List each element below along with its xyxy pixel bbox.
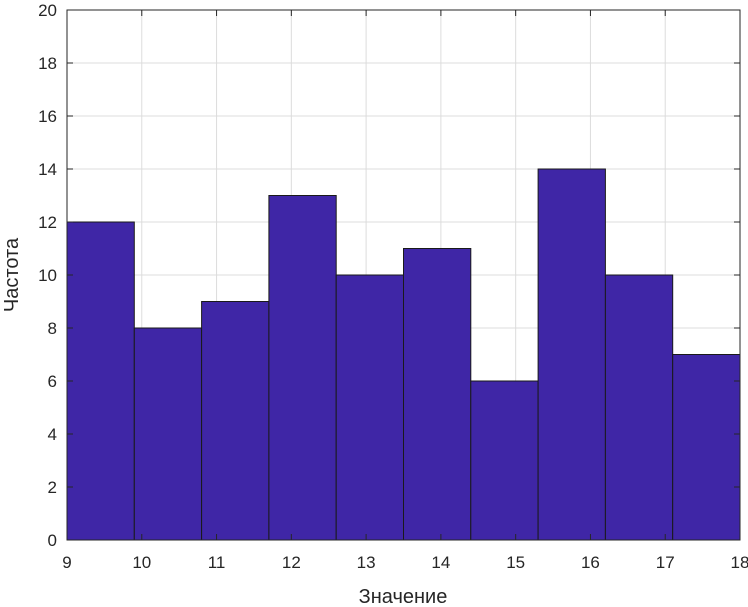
histogram-bar	[201, 301, 270, 541]
y-tick-label: 18	[38, 54, 57, 73]
y-tick-label: 14	[38, 160, 57, 179]
histogram-bar	[672, 354, 741, 541]
tick-labels: 9 10 11 12 13 14 15 16 17 18 0 2 4 6 8 10 12 14 16 18 20	[38, 1, 748, 572]
x-axis-title: Значение	[359, 586, 448, 607]
y-tick-label: 12	[38, 213, 57, 232]
y-tick-label: 4	[48, 425, 57, 444]
y-tick-label: 2	[48, 478, 57, 497]
histogram-bar	[537, 168, 606, 541]
y-tick-label: 6	[48, 372, 57, 391]
histogram-bar	[66, 221, 135, 541]
y-tick-label: 16	[38, 107, 57, 126]
x-tick-label: 12	[282, 553, 301, 572]
x-tick-label: 10	[132, 553, 151, 572]
histogram-bar	[470, 380, 539, 541]
histogram-bar	[133, 327, 203, 541]
x-tick-label: 13	[357, 553, 376, 572]
y-tick-label: 20	[38, 1, 57, 20]
histogram-bar	[604, 274, 674, 541]
x-tick-label: 16	[581, 553, 600, 572]
y-axis-title: Частота	[1, 237, 23, 312]
x-tick-label: 9	[62, 553, 71, 572]
x-tick-label: 15	[506, 553, 525, 572]
histogram-bars	[66, 168, 741, 541]
x-tick-label: 17	[656, 553, 675, 572]
x-tick-label: 18	[731, 553, 748, 572]
axis-ticks	[66, 9, 741, 541]
histogram-bar	[335, 274, 405, 541]
x-tick-label: 11	[208, 553, 226, 572]
y-tick-label: 8	[48, 319, 57, 338]
y-tick-label: 10	[38, 266, 57, 285]
histogram-bar	[268, 195, 337, 541]
histogram-bar	[403, 248, 472, 541]
x-tick-label: 14	[431, 553, 450, 572]
y-tick-label: 0	[48, 531, 57, 550]
